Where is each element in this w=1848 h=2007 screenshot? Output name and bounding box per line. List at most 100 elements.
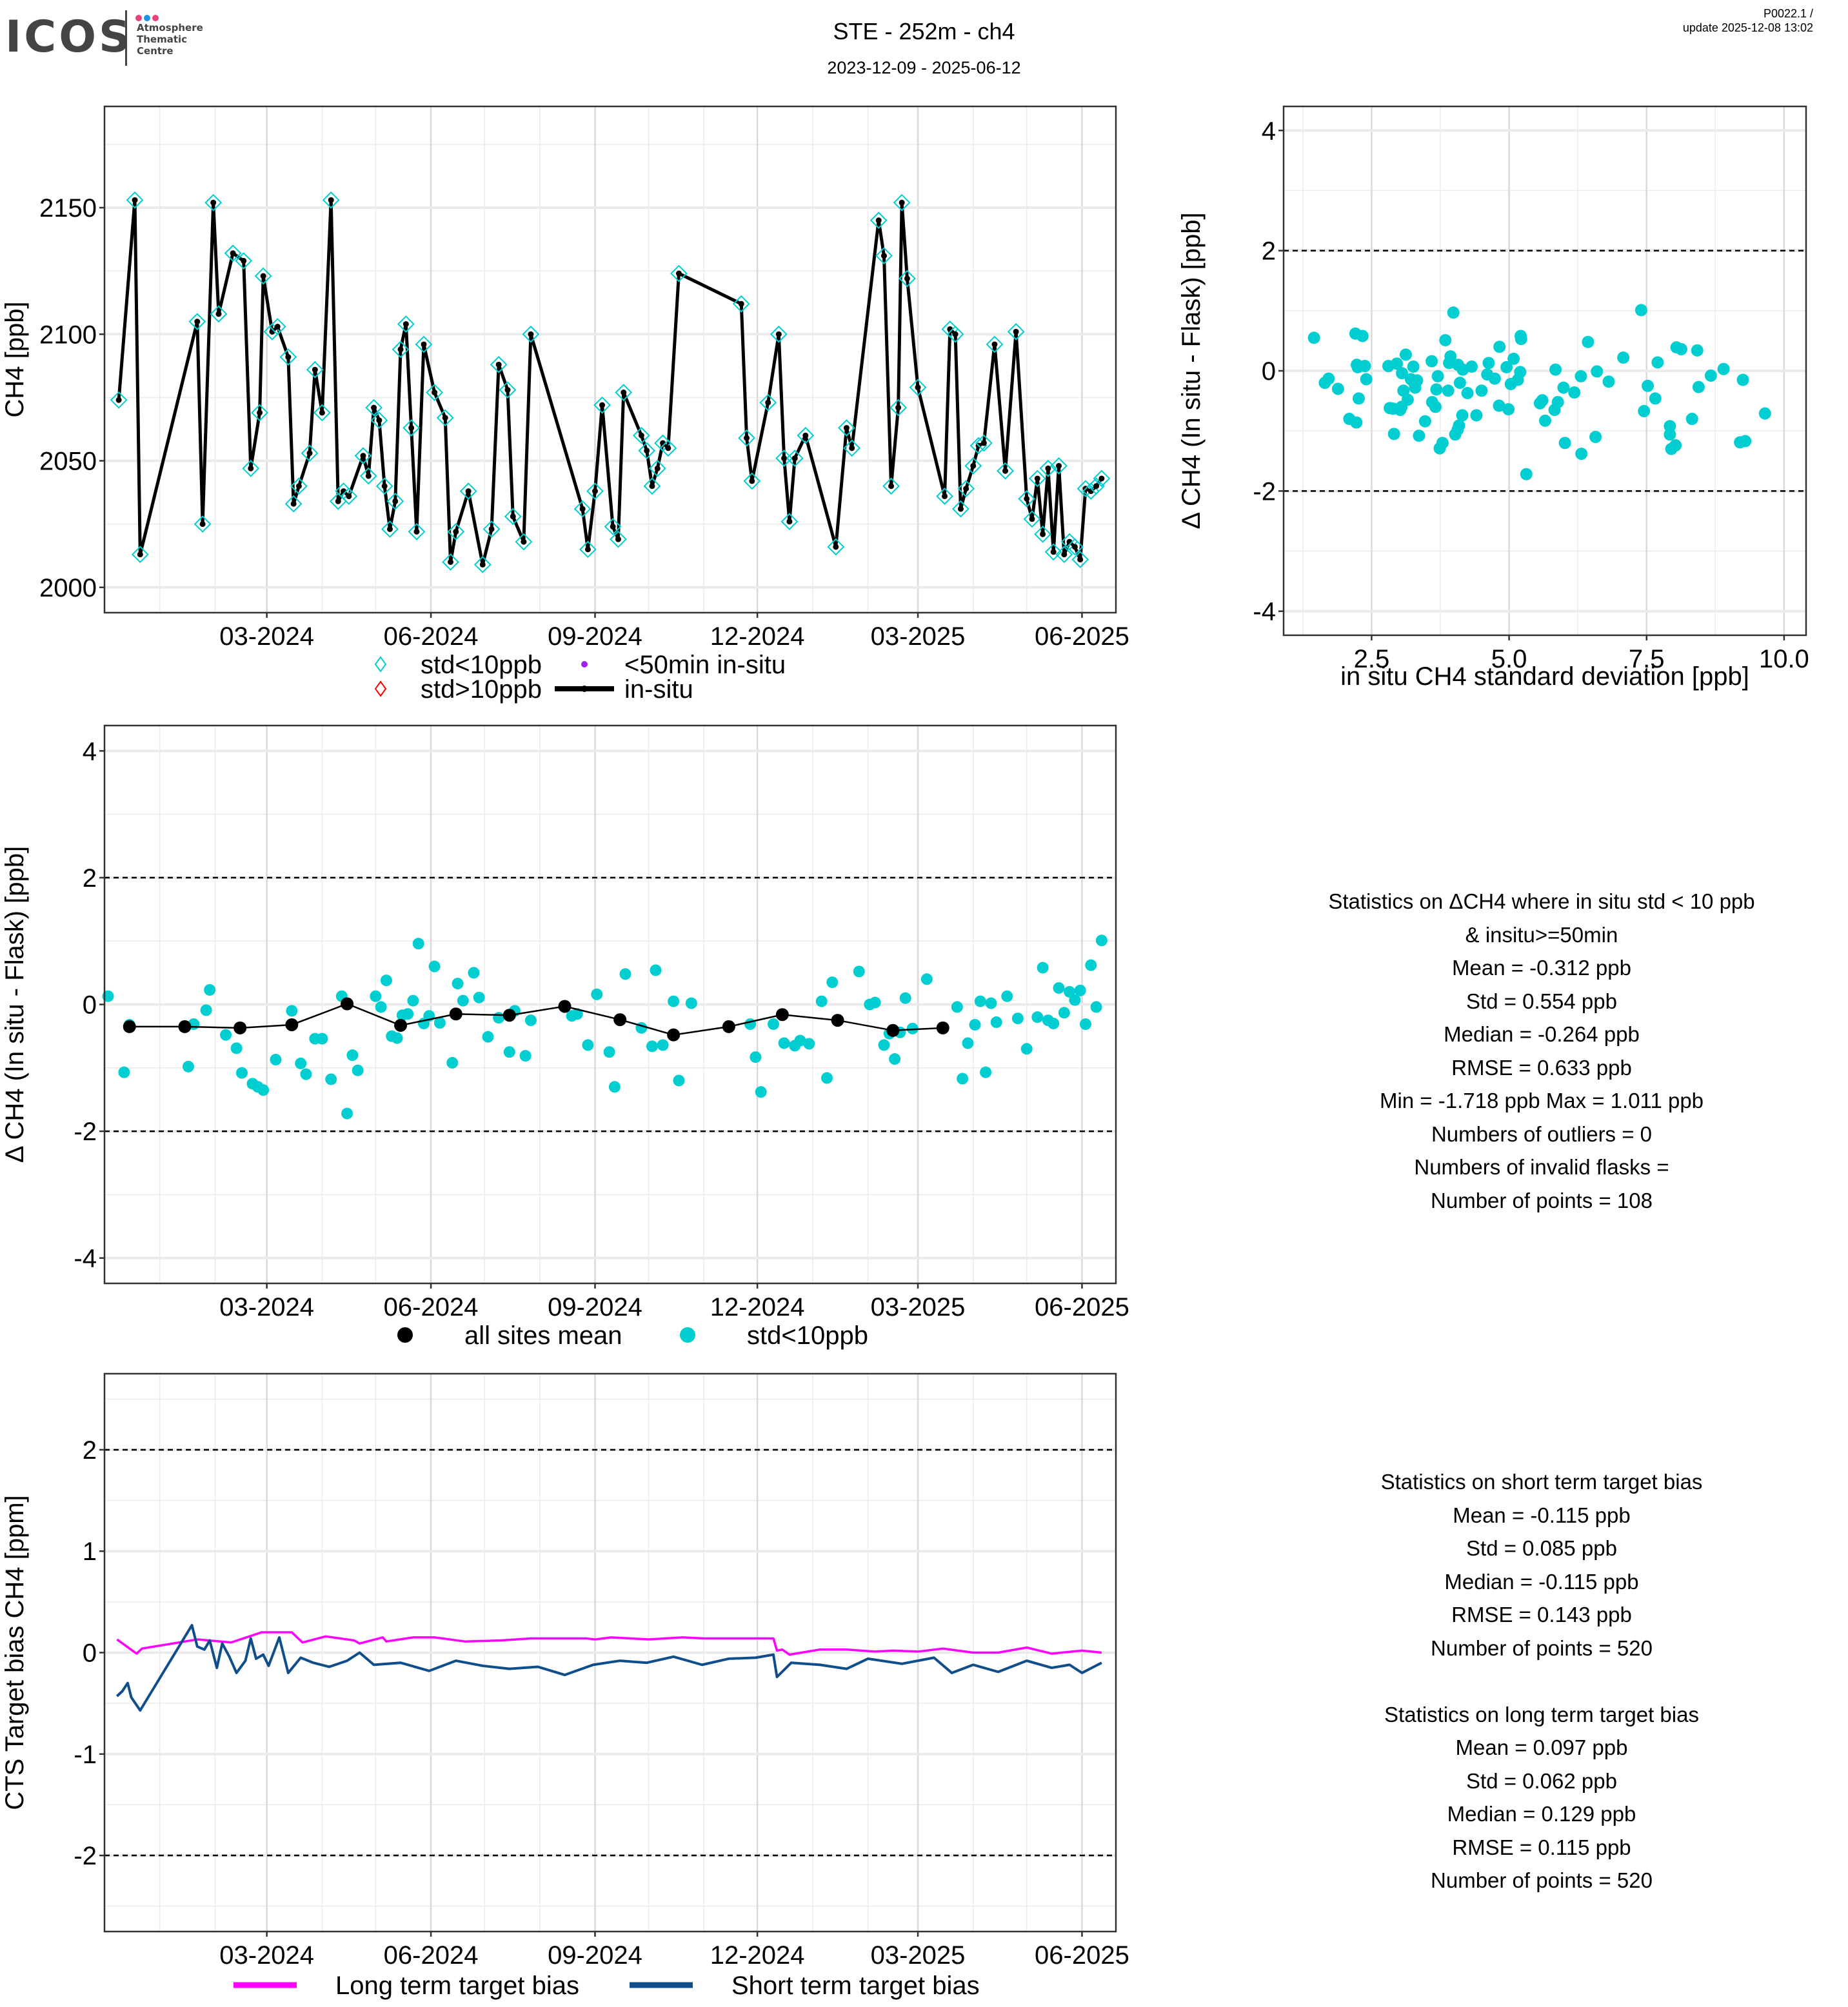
mean-point bbox=[886, 1023, 900, 1037]
flask-diamond-marker bbox=[426, 384, 444, 401]
scatter-point bbox=[1356, 330, 1369, 342]
scatter-point bbox=[1387, 428, 1400, 440]
mean-point bbox=[394, 1018, 408, 1032]
scatter-point bbox=[1674, 342, 1687, 355]
flask-delta-point bbox=[974, 995, 986, 1007]
scatter-point bbox=[1391, 357, 1404, 370]
stats-line: Median = 0.129 ppb bbox=[1447, 1802, 1636, 1826]
scatter-point bbox=[1411, 374, 1424, 387]
scatter-point bbox=[1642, 379, 1654, 392]
scatter-point bbox=[1442, 384, 1455, 397]
in-situ-point bbox=[442, 415, 448, 421]
scatter-point bbox=[1520, 468, 1533, 480]
flask-diamond-marker bbox=[1066, 538, 1084, 556]
flask-delta-point bbox=[1011, 1013, 1024, 1025]
flask-delta-point bbox=[220, 1029, 232, 1041]
flask-diamond-marker bbox=[194, 515, 212, 533]
scatter-point bbox=[1322, 372, 1335, 385]
y-tick-label: 0 bbox=[83, 991, 97, 1020]
in-situ-point bbox=[447, 559, 453, 565]
flask-delta-point bbox=[1037, 962, 1049, 974]
in-situ-point bbox=[408, 424, 415, 431]
in-situ-point bbox=[285, 354, 292, 361]
flask-diamond-marker bbox=[632, 426, 650, 444]
legend-black-dot-icon bbox=[397, 1327, 413, 1343]
flask-delta-point bbox=[668, 995, 680, 1007]
legend-label: Long term target bias bbox=[335, 1972, 579, 2000]
mean-point bbox=[613, 1013, 627, 1027]
x-tick-label: 12-2024 bbox=[710, 1941, 805, 1970]
x-tick-label: 09-2024 bbox=[548, 1941, 642, 1970]
flask-diamond-marker bbox=[780, 513, 799, 531]
stats-line: & insitu>=50min bbox=[1465, 922, 1618, 947]
flask-diamond-marker bbox=[459, 482, 477, 500]
flask-diamond-marker bbox=[131, 546, 149, 564]
flask-diamond-marker bbox=[235, 252, 253, 270]
flask-diamond-marker bbox=[648, 459, 666, 477]
scatter-point bbox=[1331, 382, 1344, 395]
mean-point bbox=[558, 1000, 571, 1013]
flask-diamond-marker bbox=[997, 462, 1014, 480]
x-tick-label: 06-2024 bbox=[384, 1941, 479, 1970]
flask-diamond-marker bbox=[899, 270, 916, 288]
y-tick-label: 2050 bbox=[39, 448, 97, 476]
x-tick-label: 03-2024 bbox=[219, 1293, 314, 1321]
y-tick-label: -2 bbox=[74, 1842, 97, 1870]
flask-delta-point bbox=[889, 1053, 901, 1065]
flask-delta-point bbox=[346, 1049, 359, 1062]
flask-delta-point bbox=[493, 1012, 505, 1024]
scatter-point bbox=[1488, 372, 1501, 385]
scatter-point bbox=[1739, 435, 1752, 448]
scatter-point bbox=[1549, 363, 1562, 376]
flask-delta-point bbox=[316, 1033, 328, 1045]
stats-line: Statistics on ΔCH4 where in situ std < 1… bbox=[1328, 889, 1755, 913]
flask-diamond-marker bbox=[869, 212, 888, 230]
flask-diamond-marker bbox=[786, 450, 804, 467]
in-situ-point bbox=[615, 536, 621, 542]
flask-diamond-marker bbox=[643, 477, 661, 495]
flask-delta-point bbox=[257, 1084, 270, 1096]
flask-delta-point bbox=[1095, 934, 1108, 947]
x-tick-label: 06-2024 bbox=[384, 622, 479, 651]
in-situ-point bbox=[371, 404, 377, 411]
scatter-point bbox=[1634, 304, 1647, 317]
scatter-point bbox=[1444, 350, 1457, 363]
flask-delta-point bbox=[603, 1046, 615, 1058]
x-tick-label: 2.5 bbox=[1354, 645, 1390, 673]
flask-diamond-marker bbox=[268, 318, 286, 335]
y-tick-label: -4 bbox=[1253, 598, 1276, 626]
in-situ-point bbox=[765, 399, 771, 406]
flask-diamond-marker bbox=[797, 426, 815, 444]
timeseries-legend: std<10ppb <50min in-situ std>10ppb in-situ bbox=[374, 651, 786, 704]
delta-vs-std-scatter-chart: -4 -2 0 2 4 2.5 5.0 7.5 10.0 Δ CH4 (In situ - Fla… bbox=[1177, 105, 1809, 691]
flask-delta-point bbox=[650, 964, 662, 976]
mean-point bbox=[178, 1020, 192, 1033]
flask-diamond-marker bbox=[359, 467, 377, 485]
flask-diamond-marker bbox=[370, 411, 388, 430]
flask-diamond-marker bbox=[659, 439, 677, 457]
in-situ-point bbox=[453, 528, 459, 535]
flask-diamond-marker bbox=[473, 556, 492, 573]
logo-dot bbox=[152, 15, 159, 21]
in-situ-point bbox=[413, 528, 420, 535]
in-situ-point bbox=[880, 253, 887, 259]
in-situ-point bbox=[599, 402, 606, 408]
flask-diamond-marker bbox=[204, 193, 223, 212]
in-situ-point bbox=[194, 319, 201, 325]
flask-diamond-marker bbox=[975, 434, 993, 452]
stats-line: Std = 0.085 ppb bbox=[1466, 1536, 1617, 1560]
in-situ-point bbox=[230, 250, 236, 257]
in-situ-point bbox=[306, 450, 313, 457]
flask-diamond-marker bbox=[986, 335, 1004, 353]
plot-border bbox=[103, 105, 1117, 614]
logo-subtitle: Atmosphere Thematic Centre bbox=[137, 22, 203, 57]
flask-delta-point bbox=[571, 1008, 583, 1020]
flask-diamond-marker bbox=[638, 442, 656, 460]
scatter-point bbox=[1396, 367, 1409, 380]
y-tick-label: -4 bbox=[74, 1245, 97, 1273]
scatter-point bbox=[1439, 333, 1452, 346]
flask-delta-point bbox=[1001, 990, 1013, 1002]
flask-diamond-marker bbox=[579, 540, 597, 559]
in-situ-point bbox=[875, 217, 882, 224]
x-tick-label: 03-2025 bbox=[871, 622, 966, 651]
